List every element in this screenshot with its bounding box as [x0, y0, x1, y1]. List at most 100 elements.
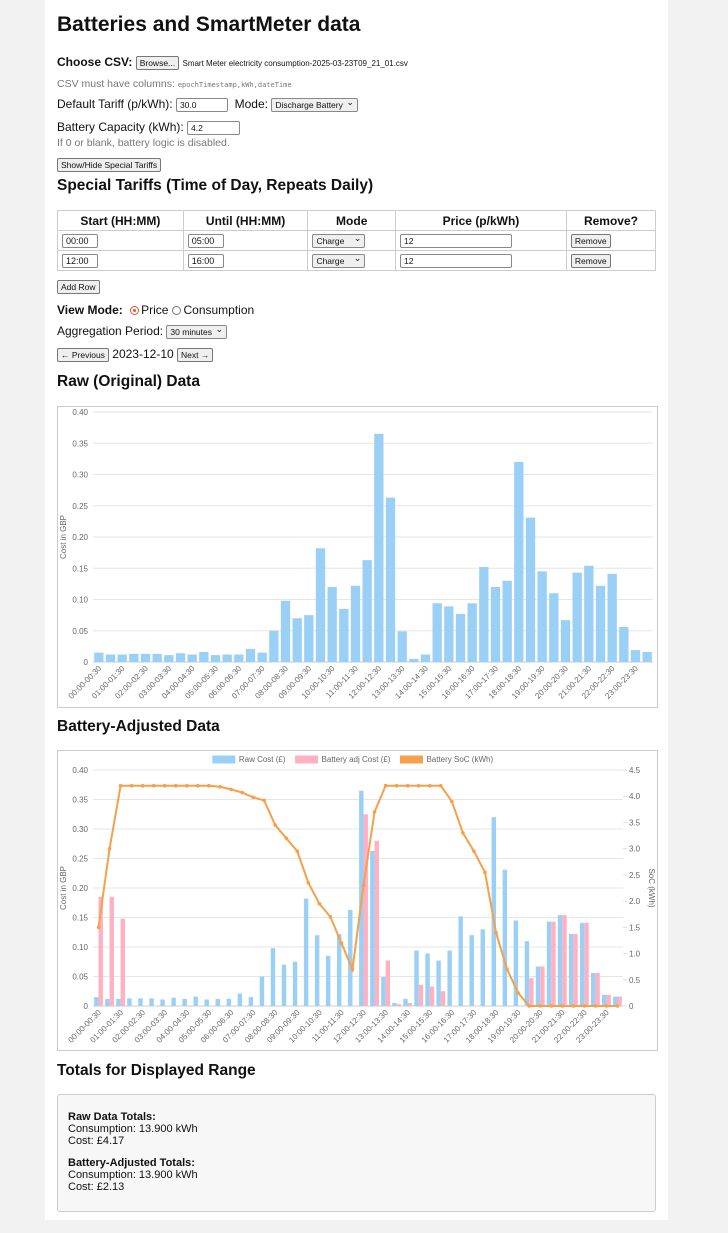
soc-point	[483, 870, 487, 875]
bar	[381, 977, 386, 1006]
nav-row: ← Previous 2023-12-10 Next →	[57, 347, 214, 362]
y-tick-label: 0.35	[72, 796, 88, 805]
bar	[429, 986, 435, 1006]
soc-point	[151, 783, 156, 788]
bar	[409, 658, 419, 662]
mode-select[interactable]: Discharge Battery	[271, 97, 358, 112]
remove-button[interactable]: Remove	[570, 253, 611, 268]
y-axis-title: Cost in GBP	[59, 866, 68, 910]
bar	[455, 613, 466, 662]
bar	[579, 922, 585, 1006]
bar	[140, 653, 151, 662]
legend-swatch	[212, 755, 236, 764]
bar	[292, 961, 298, 1006]
price-input[interactable]: 12	[400, 253, 513, 268]
prev-button[interactable]: ← Previous	[57, 347, 109, 362]
time-input[interactable]: 05:00	[187, 233, 224, 248]
soc-point	[140, 783, 145, 788]
bar	[529, 978, 534, 1006]
y-tick-label: 0.10	[72, 943, 88, 952]
y2-axis-title: SoC (kWh)	[647, 868, 656, 907]
bar	[584, 565, 594, 662]
y2-tick-label: 0	[629, 1002, 634, 1011]
bar	[469, 935, 474, 1006]
add-row: Add Row	[57, 279, 100, 294]
bar	[562, 915, 567, 1006]
bar	[524, 941, 530, 1006]
bar	[248, 997, 254, 1006]
y-tick-label: 0.15	[72, 914, 88, 923]
y2-tick-label: 4.5	[629, 766, 641, 775]
cell: 05:00	[182, 230, 309, 251]
soc-point	[427, 783, 432, 788]
bar	[193, 996, 198, 1006]
totals-box: Raw Data Totals: Consumption: 13.900 kWh…	[57, 1094, 656, 1212]
browse-button[interactable]: Browse...	[135, 55, 180, 70]
soc-point	[262, 798, 266, 803]
column-header: Until (HH:MM)	[182, 210, 309, 231]
bar	[337, 934, 342, 1006]
column-header: Start (HH:MM)	[57, 210, 184, 231]
time-input[interactable]: 12:00	[62, 253, 98, 268]
soc-point	[505, 967, 509, 972]
bar	[109, 896, 114, 1006]
bar	[269, 630, 279, 662]
aggregation-select[interactable]: 30 minutes	[166, 324, 228, 339]
bar	[573, 934, 578, 1006]
add-row-button[interactable]: Add Row	[57, 279, 100, 294]
time-input[interactable]: 00:00	[62, 233, 98, 248]
bar	[325, 955, 331, 1006]
bar	[392, 1003, 397, 1006]
column-header: Mode	[307, 210, 397, 231]
bar	[204, 999, 209, 1006]
radio[interactable]	[172, 306, 182, 316]
bar	[502, 580, 512, 662]
capacity-input[interactable]: 4.2	[187, 120, 241, 135]
bar	[513, 920, 519, 1006]
radio[interactable]	[130, 306, 140, 316]
cell: Charge	[307, 250, 397, 271]
y2-tick-label: 3.5	[629, 818, 641, 827]
y2-tick-label: 3.0	[629, 845, 641, 854]
soc-point	[549, 1004, 554, 1008]
capacity-label: Battery Capacity (kWh):	[57, 120, 184, 134]
bar	[607, 573, 617, 662]
toggle-button[interactable]: Show/Hide Special Tariffs	[57, 157, 162, 172]
bar	[281, 964, 287, 1006]
bar	[479, 567, 489, 662]
bar	[94, 997, 99, 1006]
bar	[374, 433, 384, 662]
mode-select[interactable]: Charge	[312, 233, 366, 248]
next-button[interactable]: Next →	[177, 347, 214, 362]
bar	[447, 950, 452, 1006]
raw-cost: Cost: £4.17	[68, 1135, 125, 1147]
mode-select[interactable]: Charge	[312, 253, 366, 268]
bar	[327, 587, 337, 662]
bar	[425, 953, 430, 1006]
y2-tick-label: 1.0	[629, 950, 641, 959]
file-row: Choose CSV: Browse... Smart Meter electr…	[57, 55, 408, 70]
bar	[149, 998, 154, 1006]
bar	[385, 960, 391, 1006]
soc-point	[162, 783, 167, 788]
adjusted-consumption: Consumption: 13.900 kWh	[68, 1169, 198, 1181]
remove-button[interactable]: Remove	[570, 233, 611, 248]
time-input[interactable]: 16:00	[187, 253, 224, 268]
soc-point	[273, 823, 277, 827]
soc-point	[229, 787, 233, 792]
soc-point	[284, 836, 289, 840]
tariff-label: Default Tariff (p/kWh):	[57, 97, 173, 111]
bar	[502, 869, 508, 1006]
adjusted-totals-title: Battery-Adjusted Totals:	[68, 1157, 195, 1169]
tariff-input[interactable]: 30.0	[175, 97, 228, 112]
cell: 12	[395, 230, 567, 251]
capacity-note: If 0 or blank, battery logic is disabled…	[57, 137, 230, 149]
bar	[572, 572, 582, 662]
soc-point	[350, 967, 355, 972]
soc-point	[615, 1004, 620, 1008]
tariff-row: Default Tariff (p/kWh): 30.0 Mode: Disch…	[57, 97, 358, 112]
bar	[362, 560, 372, 662]
price-input[interactable]: 12	[400, 233, 513, 248]
bar	[215, 998, 220, 1006]
bar	[590, 972, 596, 1006]
